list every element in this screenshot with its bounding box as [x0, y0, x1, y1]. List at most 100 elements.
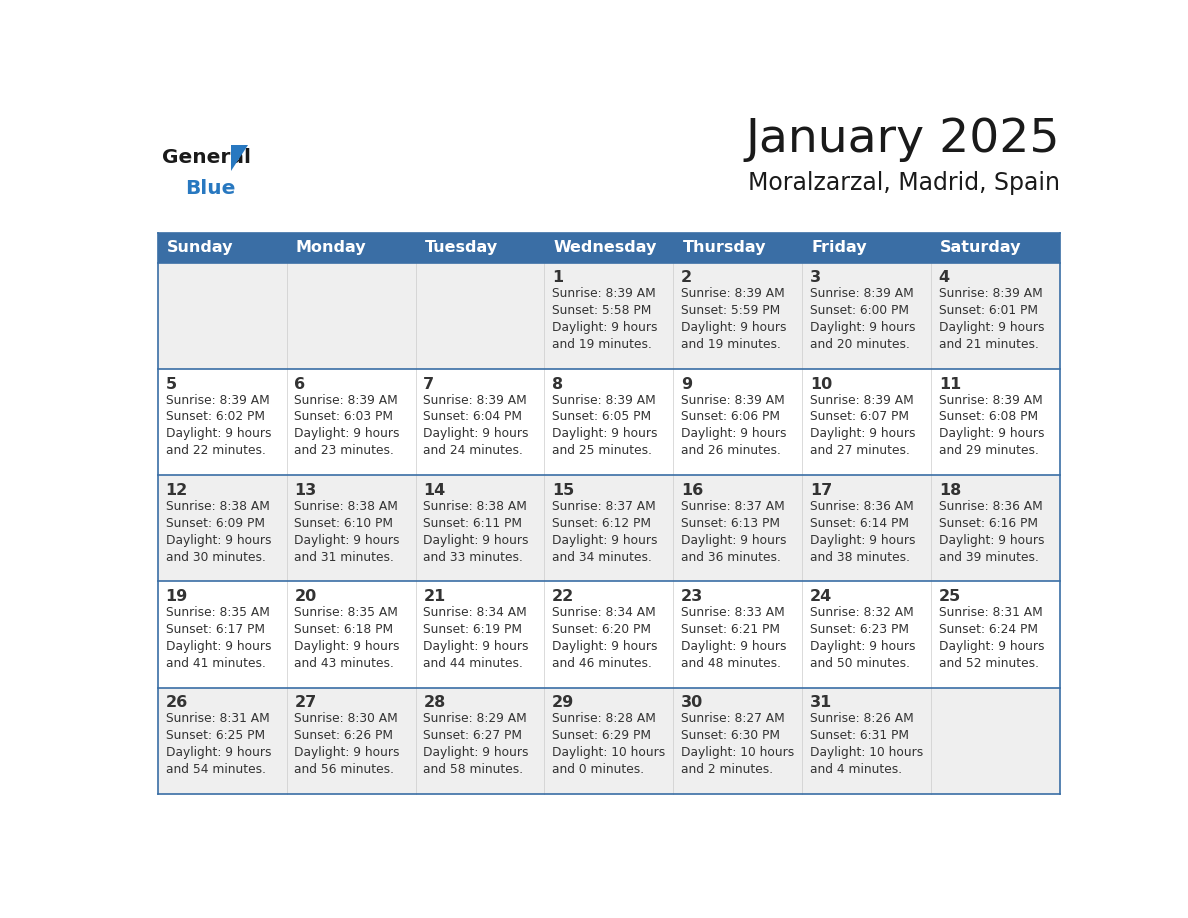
Text: Friday: Friday: [811, 241, 867, 255]
Text: Daylight: 9 hours: Daylight: 9 hours: [810, 428, 916, 441]
Text: Sunrise: 8:31 AM: Sunrise: 8:31 AM: [165, 712, 270, 725]
Text: 26: 26: [165, 695, 188, 711]
Text: Sunrise: 8:39 AM: Sunrise: 8:39 AM: [165, 394, 270, 407]
Text: Sunrise: 8:37 AM: Sunrise: 8:37 AM: [552, 499, 656, 513]
Text: and 22 minutes.: and 22 minutes.: [165, 444, 265, 457]
Text: and 19 minutes.: and 19 minutes.: [552, 338, 652, 351]
Text: Sunset: 6:13 PM: Sunset: 6:13 PM: [681, 517, 781, 530]
Text: Daylight: 9 hours: Daylight: 9 hours: [681, 428, 786, 441]
Bar: [158, 688, 1060, 794]
Text: Daylight: 9 hours: Daylight: 9 hours: [552, 321, 658, 334]
Text: Daylight: 9 hours: Daylight: 9 hours: [552, 533, 658, 546]
Text: Daylight: 9 hours: Daylight: 9 hours: [810, 321, 916, 334]
Text: 19: 19: [165, 589, 188, 604]
Text: and 24 minutes.: and 24 minutes.: [423, 444, 523, 457]
Text: 16: 16: [681, 483, 703, 498]
Text: Sunset: 6:08 PM: Sunset: 6:08 PM: [939, 410, 1038, 423]
Text: Sunrise: 8:39 AM: Sunrise: 8:39 AM: [552, 287, 656, 300]
Bar: [158, 369, 1060, 476]
Text: 10: 10: [810, 376, 832, 392]
Text: 21: 21: [423, 589, 446, 604]
Text: Sunrise: 8:39 AM: Sunrise: 8:39 AM: [681, 394, 785, 407]
Text: Sunrise: 8:38 AM: Sunrise: 8:38 AM: [423, 499, 527, 513]
Text: Sunset: 6:02 PM: Sunset: 6:02 PM: [165, 410, 265, 423]
Bar: [158, 263, 1060, 369]
Text: 15: 15: [552, 483, 575, 498]
Text: Daylight: 9 hours: Daylight: 9 hours: [939, 533, 1044, 546]
Text: Sunset: 6:27 PM: Sunset: 6:27 PM: [423, 729, 523, 743]
Text: Sunset: 6:10 PM: Sunset: 6:10 PM: [295, 517, 393, 530]
Text: and 43 minutes.: and 43 minutes.: [295, 657, 394, 670]
Text: Sunrise: 8:29 AM: Sunrise: 8:29 AM: [423, 712, 527, 725]
Text: 6: 6: [295, 376, 305, 392]
Text: Daylight: 9 hours: Daylight: 9 hours: [423, 746, 529, 759]
Text: 28: 28: [423, 695, 446, 711]
Text: Daylight: 9 hours: Daylight: 9 hours: [423, 640, 529, 653]
Text: Sunrise: 8:35 AM: Sunrise: 8:35 AM: [295, 606, 398, 619]
Text: Daylight: 9 hours: Daylight: 9 hours: [295, 640, 400, 653]
Text: Sunset: 6:01 PM: Sunset: 6:01 PM: [939, 304, 1038, 318]
Text: Sunset: 6:17 PM: Sunset: 6:17 PM: [165, 623, 265, 636]
Text: 8: 8: [552, 376, 563, 392]
Text: Saturday: Saturday: [941, 241, 1022, 255]
Text: 9: 9: [681, 376, 693, 392]
Text: Daylight: 9 hours: Daylight: 9 hours: [552, 640, 658, 653]
Text: Sunrise: 8:39 AM: Sunrise: 8:39 AM: [681, 287, 785, 300]
Text: Sunrise: 8:27 AM: Sunrise: 8:27 AM: [681, 712, 785, 725]
Text: 4: 4: [939, 270, 950, 285]
Text: Sunset: 6:09 PM: Sunset: 6:09 PM: [165, 517, 265, 530]
Text: Sunset: 6:26 PM: Sunset: 6:26 PM: [295, 729, 393, 743]
Text: 7: 7: [423, 376, 435, 392]
Text: Daylight: 9 hours: Daylight: 9 hours: [810, 640, 916, 653]
Text: and 27 minutes.: and 27 minutes.: [810, 444, 910, 457]
Text: Daylight: 9 hours: Daylight: 9 hours: [552, 428, 658, 441]
Text: Tuesday: Tuesday: [425, 241, 498, 255]
Text: Sunrise: 8:34 AM: Sunrise: 8:34 AM: [423, 606, 527, 619]
Text: Sunrise: 8:39 AM: Sunrise: 8:39 AM: [295, 394, 398, 407]
Text: and 19 minutes.: and 19 minutes.: [681, 338, 781, 351]
Text: 24: 24: [810, 589, 832, 604]
Text: Daylight: 9 hours: Daylight: 9 hours: [681, 321, 786, 334]
Text: Moralzarzal, Madrid, Spain: Moralzarzal, Madrid, Spain: [748, 172, 1060, 196]
Text: Sunrise: 8:36 AM: Sunrise: 8:36 AM: [810, 499, 914, 513]
Text: Sunrise: 8:34 AM: Sunrise: 8:34 AM: [552, 606, 656, 619]
Text: 20: 20: [295, 589, 317, 604]
Text: Sunrise: 8:39 AM: Sunrise: 8:39 AM: [939, 287, 1043, 300]
Text: Monday: Monday: [296, 241, 367, 255]
Text: Sunrise: 8:37 AM: Sunrise: 8:37 AM: [681, 499, 785, 513]
Text: 31: 31: [810, 695, 832, 711]
Text: Sunset: 6:20 PM: Sunset: 6:20 PM: [552, 623, 651, 636]
Text: Sunrise: 8:31 AM: Sunrise: 8:31 AM: [939, 606, 1043, 619]
Text: Sunrise: 8:38 AM: Sunrise: 8:38 AM: [295, 499, 398, 513]
Text: Sunset: 6:24 PM: Sunset: 6:24 PM: [939, 623, 1038, 636]
Text: Daylight: 9 hours: Daylight: 9 hours: [939, 321, 1044, 334]
Text: Sunrise: 8:39 AM: Sunrise: 8:39 AM: [810, 287, 914, 300]
Text: Daylight: 10 hours: Daylight: 10 hours: [552, 746, 665, 759]
Text: 29: 29: [552, 695, 575, 711]
Text: and 2 minutes.: and 2 minutes.: [681, 763, 773, 776]
Text: 22: 22: [552, 589, 575, 604]
Text: and 30 minutes.: and 30 minutes.: [165, 551, 265, 564]
Text: 11: 11: [939, 376, 961, 392]
Text: January 2025: January 2025: [745, 117, 1060, 162]
Text: Sunset: 6:06 PM: Sunset: 6:06 PM: [681, 410, 781, 423]
Text: and 46 minutes.: and 46 minutes.: [552, 657, 652, 670]
Text: Sunset: 6:19 PM: Sunset: 6:19 PM: [423, 623, 523, 636]
Text: Daylight: 9 hours: Daylight: 9 hours: [681, 533, 786, 546]
Text: Daylight: 9 hours: Daylight: 9 hours: [423, 533, 529, 546]
Bar: [158, 476, 1060, 581]
Text: and 21 minutes.: and 21 minutes.: [939, 338, 1038, 351]
Text: Sunset: 6:23 PM: Sunset: 6:23 PM: [810, 623, 909, 636]
Text: Wednesday: Wednesday: [554, 241, 657, 255]
Text: Sunrise: 8:33 AM: Sunrise: 8:33 AM: [681, 606, 785, 619]
Text: Sunset: 6:16 PM: Sunset: 6:16 PM: [939, 517, 1038, 530]
Text: 17: 17: [810, 483, 832, 498]
Text: 14: 14: [423, 483, 446, 498]
Text: Blue: Blue: [185, 179, 235, 198]
Text: Daylight: 9 hours: Daylight: 9 hours: [165, 428, 271, 441]
Text: Sunset: 6:03 PM: Sunset: 6:03 PM: [295, 410, 393, 423]
Text: Sunrise: 8:35 AM: Sunrise: 8:35 AM: [165, 606, 270, 619]
Text: Sunset: 6:00 PM: Sunset: 6:00 PM: [810, 304, 909, 318]
Text: and 26 minutes.: and 26 minutes.: [681, 444, 781, 457]
Text: Daylight: 9 hours: Daylight: 9 hours: [295, 533, 400, 546]
